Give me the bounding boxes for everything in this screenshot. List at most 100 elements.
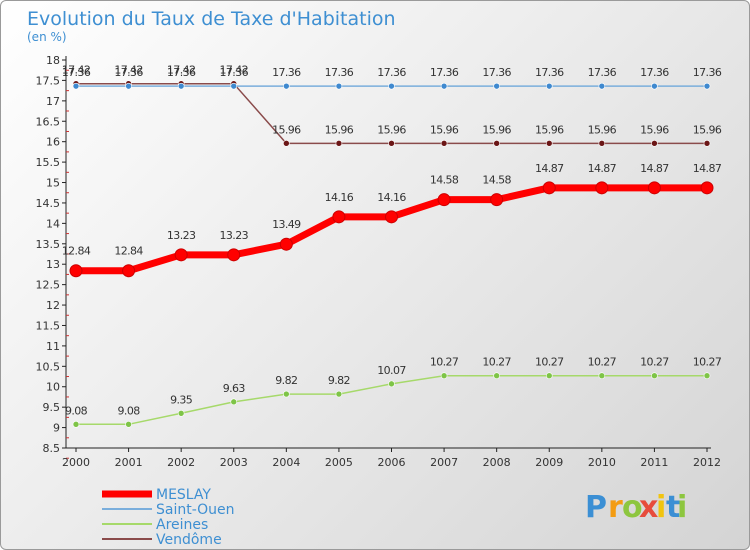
x-tick-label: 2010	[588, 456, 616, 469]
data-point	[177, 82, 185, 90]
x-tick-label: 2006	[378, 456, 406, 469]
data-point	[598, 82, 606, 90]
logo-letter: o	[622, 490, 643, 525]
data-label: 10.27	[430, 356, 459, 369]
data-point	[279, 237, 293, 251]
data-label: 17.42	[114, 64, 143, 77]
x-tick-label: 2005	[325, 456, 353, 469]
x-tick-label: 2009	[535, 456, 563, 469]
data-label: 9.08	[118, 404, 141, 417]
data-point	[598, 140, 606, 147]
data-point	[595, 181, 609, 195]
data-label: 10.27	[588, 356, 617, 369]
y-tick-label: 10.5	[36, 360, 61, 373]
data-point	[440, 140, 448, 147]
y-tick-label: 15.5	[36, 156, 61, 169]
data-label: 10.07	[377, 364, 406, 377]
y-tick-label: 18	[46, 54, 60, 67]
data-label: 17.36	[272, 66, 301, 79]
data-label: 14.58	[430, 174, 459, 187]
chart-subtitle: (en %)	[27, 30, 67, 44]
data-point	[440, 372, 448, 380]
data-label: 17.36	[114, 66, 143, 79]
x-tick-label: 2012	[693, 456, 721, 469]
data-point	[545, 140, 553, 147]
data-point	[493, 140, 500, 147]
data-point	[283, 82, 290, 90]
data-label: 9.82	[275, 374, 297, 387]
data-label: 9.82	[328, 374, 350, 387]
data-point	[283, 140, 290, 147]
legend-label-meslay: MESLAY	[156, 487, 211, 503]
data-point	[388, 380, 395, 388]
data-point	[703, 372, 711, 380]
data-label: 10.27	[535, 356, 564, 369]
data-label: 17.36	[62, 66, 91, 79]
data-point	[177, 409, 185, 417]
x-tick-label: 2004	[272, 456, 300, 469]
data-point	[122, 264, 136, 278]
data-label: 17.36	[640, 66, 669, 79]
series-meslay: 12.84 12.84 13.23 13.23 13.49 14.16 14.16 14.58…	[62, 162, 722, 278]
y-tick-label: 11	[46, 340, 60, 353]
data-point	[437, 193, 451, 207]
logo-letter: t	[666, 490, 680, 525]
data-label: 13.49	[272, 218, 301, 231]
data-point	[230, 398, 238, 406]
data-point	[542, 181, 556, 195]
data-label: 17.36	[535, 66, 564, 79]
x-tick-label: 2001	[115, 456, 143, 469]
series-layer: 9.08 9.08 9.35 9.63 9.82 9.82 10.07 10.27 10.27 1…	[62, 64, 722, 428]
legend-label-areines: Areines	[156, 517, 208, 533]
data-point	[490, 193, 504, 207]
data-label: 17.36	[220, 66, 249, 79]
data-label: 15.96	[272, 123, 301, 136]
data-point	[335, 390, 343, 398]
y-tick-label: 9	[53, 422, 60, 435]
data-point	[440, 82, 448, 90]
y-tick-label: 9.5	[43, 401, 61, 414]
chart-title: Evolution du Taux de Taxe d'Habitation	[27, 8, 396, 30]
data-point	[174, 248, 188, 262]
data-label: 14.16	[377, 191, 406, 204]
logo-letter: P	[585, 490, 607, 525]
data-point	[703, 82, 711, 90]
data-label: 17.36	[588, 66, 617, 79]
data-label: 17.36	[167, 66, 196, 79]
series-saint-ouen: 17.36 17.36 17.36 17.36 17.36 17.36 17.36 17.36…	[62, 66, 722, 90]
data-point	[493, 82, 500, 90]
data-point	[227, 248, 241, 262]
data-point	[647, 181, 661, 195]
data-label: 10.27	[693, 356, 722, 369]
data-point	[651, 372, 658, 380]
logo-letter: i	[677, 490, 687, 525]
data-point	[335, 82, 343, 90]
data-point	[125, 82, 132, 90]
y-tick-label: 17	[46, 95, 60, 108]
data-point	[283, 390, 290, 398]
y-tick-label: 16	[46, 136, 60, 149]
logo-letter: x	[639, 490, 658, 525]
data-point	[230, 82, 238, 90]
y-tick-label: 16.5	[36, 115, 61, 128]
data-label: 9.35	[170, 393, 193, 406]
y-tick-label: 8.5	[43, 442, 61, 455]
data-label: 17.36	[377, 66, 406, 79]
data-point	[72, 421, 80, 428]
x-tick-label: 2011	[640, 456, 668, 469]
data-point	[651, 82, 658, 90]
data-point	[388, 82, 395, 90]
data-point	[493, 372, 500, 380]
data-label: 9.08	[65, 404, 88, 417]
data-label: 12.84	[62, 245, 91, 258]
data-label: 17.42	[167, 64, 196, 77]
legend-label-vend-me: Vendôme	[156, 532, 222, 548]
data-label: 15.96	[325, 123, 354, 136]
data-point	[700, 181, 714, 195]
y-tick-label: 15	[46, 177, 60, 190]
y-tick-label: 11.5	[36, 319, 61, 332]
data-point	[125, 421, 132, 428]
